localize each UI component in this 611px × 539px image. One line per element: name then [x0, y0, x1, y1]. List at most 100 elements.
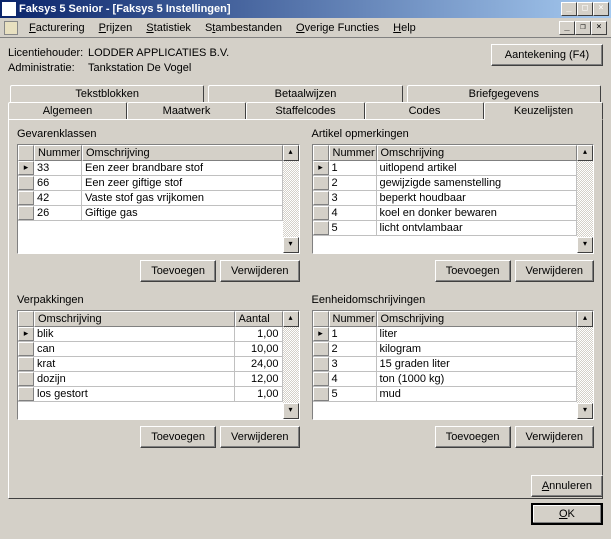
- cell-o: 15 graden liter: [377, 357, 578, 371]
- row-marker: ▸: [313, 161, 329, 175]
- cell-o: uitlopend artikel: [377, 161, 578, 175]
- table-row[interactable]: krat24,00: [18, 357, 283, 372]
- tab-algemeen[interactable]: Algemeen: [8, 102, 127, 120]
- ok-button[interactable]: OK: [531, 503, 603, 525]
- cell-n: 5: [329, 387, 377, 401]
- col-aantal[interactable]: Aantal: [235, 311, 283, 327]
- annuleren-button[interactable]: Annuleren: [531, 475, 603, 497]
- col-omschrijving[interactable]: Omschrijving: [377, 145, 578, 161]
- verpak-verwijderen-button[interactable]: Verwijderen: [220, 426, 299, 448]
- artikelopm-title: Artikel opmerkingen: [312, 128, 595, 140]
- artikelopm-grid[interactable]: Nummer Omschrijving ▸1uitlopend artikel2…: [312, 144, 595, 254]
- col-nummer[interactable]: Nummer: [34, 145, 82, 161]
- menu-help[interactable]: Help: [386, 20, 423, 36]
- cell-o: Vaste stof gas vrijkomen: [82, 191, 283, 205]
- app-icon: [2, 2, 16, 16]
- artikel-verwijderen-button[interactable]: Verwijderen: [515, 260, 594, 282]
- table-row[interactable]: 2gewijzigde samenstelling: [313, 176, 578, 191]
- row-marker: [313, 387, 329, 401]
- scrollbar[interactable]: ▴▾: [283, 145, 299, 253]
- table-row[interactable]: 26Giftige gas: [18, 206, 283, 221]
- table-row[interactable]: can10,00: [18, 342, 283, 357]
- table-row[interactable]: los gestort1,00: [18, 387, 283, 402]
- menu-facturering[interactable]: Facturering: [22, 20, 92, 36]
- tab-maatwerk[interactable]: Maatwerk: [127, 102, 246, 120]
- menu-prijzen[interactable]: Prijzen: [92, 20, 140, 36]
- verpak-toevoegen-button[interactable]: Toevoegen: [140, 426, 216, 448]
- col-nummer[interactable]: Nummer: [329, 145, 377, 161]
- col-omschrijving[interactable]: Omschrijving: [34, 311, 235, 327]
- cell-o: Giftige gas: [82, 206, 283, 220]
- gevarenklassen-grid[interactable]: Nummer Omschrijving ▸33Een zeer brandbar…: [17, 144, 300, 254]
- licentiehouder-value: LODDER APPLICATIES B.V.: [88, 47, 229, 59]
- cell-a: 1,00: [235, 327, 283, 341]
- cell-n: 1: [329, 327, 377, 341]
- table-row[interactable]: 5mud: [313, 387, 578, 402]
- table-row[interactable]: ▸blik1,00: [18, 327, 283, 342]
- gevaren-verwijderen-button[interactable]: Verwijderen: [220, 260, 299, 282]
- tab-betaalwijzen[interactable]: Betaalwijzen: [208, 85, 402, 103]
- menu-statistiek[interactable]: Statistiek: [139, 20, 198, 36]
- row-marker: [18, 191, 34, 205]
- row-marker: ▸: [313, 327, 329, 341]
- row-marker: [313, 372, 329, 386]
- eenheid-grid[interactable]: Nummer Omschrijving ▸1liter2kilogram315 …: [312, 310, 595, 420]
- menubar: Facturering Prijzen Statistiek Stambesta…: [0, 18, 611, 38]
- cell-o: licht ontvlambaar: [377, 221, 578, 235]
- gevaren-toevoegen-button[interactable]: Toevoegen: [140, 260, 216, 282]
- cell-n: 4: [329, 372, 377, 386]
- col-omschrijving[interactable]: Omschrijving: [377, 311, 578, 327]
- table-row[interactable]: ▸33Een zeer brandbare stof: [18, 161, 283, 176]
- tab-codes[interactable]: Codes: [365, 102, 484, 120]
- table-row[interactable]: dozijn12,00: [18, 372, 283, 387]
- row-marker: [313, 357, 329, 371]
- cell-n: 3: [329, 191, 377, 205]
- cell-o: dozijn: [34, 372, 235, 386]
- cell-o: gewijzigde samenstelling: [377, 176, 578, 190]
- scrollbar[interactable]: ▴▾: [577, 145, 593, 253]
- close-button[interactable]: ×: [593, 2, 609, 16]
- table-row[interactable]: 4koel en donker bewaren: [313, 206, 578, 221]
- eenheid-verwijderen-button[interactable]: Verwijderen: [515, 426, 594, 448]
- cell-o: krat: [34, 357, 235, 371]
- mdi-close-button[interactable]: ×: [591, 21, 607, 35]
- row-marker: [18, 357, 34, 371]
- tab-content: Gevarenklassen Nummer Omschrijving ▸33Ee…: [8, 119, 603, 499]
- tab-tekstblokken[interactable]: Tekstblokken: [10, 85, 204, 103]
- row-marker: [313, 176, 329, 190]
- cell-o: koel en donker bewaren: [377, 206, 578, 220]
- row-marker-header: [313, 311, 329, 327]
- table-row[interactable]: 315 graden liter: [313, 357, 578, 372]
- table-row[interactable]: 4ton (1000 kg): [313, 372, 578, 387]
- tab-staffelcodes[interactable]: Staffelcodes: [246, 102, 365, 120]
- minimize-button[interactable]: _: [561, 2, 577, 16]
- row-marker: [18, 342, 34, 356]
- col-omschrijving[interactable]: Omschrijving: [82, 145, 283, 161]
- cell-o: can: [34, 342, 235, 356]
- table-row[interactable]: 42Vaste stof gas vrijkomen: [18, 191, 283, 206]
- table-row[interactable]: 2kilogram: [313, 342, 578, 357]
- tab-keuzelijsten[interactable]: Keuzelijsten: [484, 102, 603, 120]
- scrollbar[interactable]: ▴▾: [577, 311, 593, 419]
- table-row[interactable]: 3beperkt houdbaar: [313, 191, 578, 206]
- table-row[interactable]: 5licht ontvlambaar: [313, 221, 578, 236]
- tab-briefgegevens[interactable]: Briefgegevens: [407, 85, 601, 103]
- table-row[interactable]: ▸1uitlopend artikel: [313, 161, 578, 176]
- verpakkingen-grid[interactable]: Omschrijving Aantal ▸blik1,00can10,00kra…: [17, 310, 300, 420]
- table-row[interactable]: 66Een zeer giftige stof: [18, 176, 283, 191]
- cell-o: blik: [34, 327, 235, 341]
- table-row[interactable]: ▸1liter: [313, 327, 578, 342]
- artikel-toevoegen-button[interactable]: Toevoegen: [435, 260, 511, 282]
- scrollbar[interactable]: ▴▾: [283, 311, 299, 419]
- mdi-minimize-button[interactable]: _: [559, 21, 575, 35]
- col-nummer[interactable]: Nummer: [329, 311, 377, 327]
- aantekening-button[interactable]: Aantekening (F4): [491, 44, 603, 66]
- cell-n: 4: [329, 206, 377, 220]
- mdi-restore-button[interactable]: ❐: [575, 21, 591, 35]
- cell-a: 10,00: [235, 342, 283, 356]
- menu-stambestanden[interactable]: Stambestanden: [198, 20, 289, 36]
- maximize-button[interactable]: □: [577, 2, 593, 16]
- eenheid-toevoegen-button[interactable]: Toevoegen: [435, 426, 511, 448]
- cell-n: 33: [34, 161, 82, 175]
- menu-overige[interactable]: Overige Functies: [289, 20, 386, 36]
